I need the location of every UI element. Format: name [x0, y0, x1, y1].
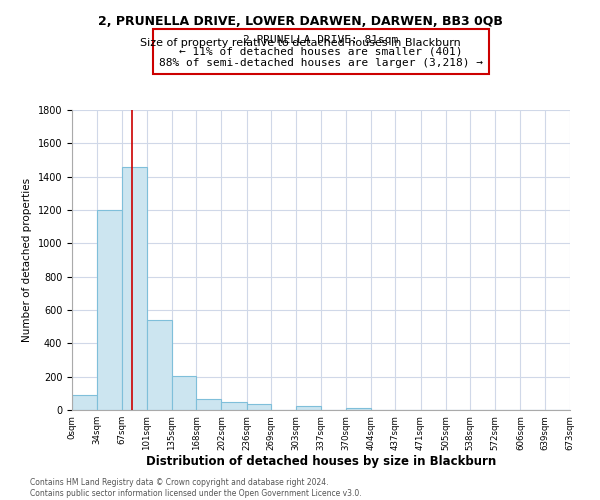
Bar: [346, 408, 371, 410]
Bar: [72, 395, 97, 410]
Bar: [97, 210, 122, 410]
Text: 2, PRUNELLA DRIVE, LOWER DARWEN, DARWEN, BB3 0QB: 2, PRUNELLA DRIVE, LOWER DARWEN, DARWEN,…: [98, 15, 502, 28]
Text: 2 PRUNELLA DRIVE: 81sqm
← 11% of detached houses are smaller (401)
88% of semi-d: 2 PRUNELLA DRIVE: 81sqm ← 11% of detache…: [159, 35, 483, 68]
X-axis label: Distribution of detached houses by size in Blackburn: Distribution of detached houses by size …: [146, 456, 496, 468]
Bar: [172, 376, 196, 410]
Text: Contains HM Land Registry data © Crown copyright and database right 2024.
Contai: Contains HM Land Registry data © Crown c…: [30, 478, 362, 498]
Bar: [122, 166, 147, 410]
Y-axis label: Number of detached properties: Number of detached properties: [22, 178, 32, 342]
Bar: [221, 402, 247, 410]
Bar: [147, 320, 172, 410]
Bar: [196, 399, 221, 410]
Text: Size of property relative to detached houses in Blackburn: Size of property relative to detached ho…: [140, 38, 460, 48]
Bar: [296, 406, 322, 410]
Bar: [247, 404, 271, 410]
